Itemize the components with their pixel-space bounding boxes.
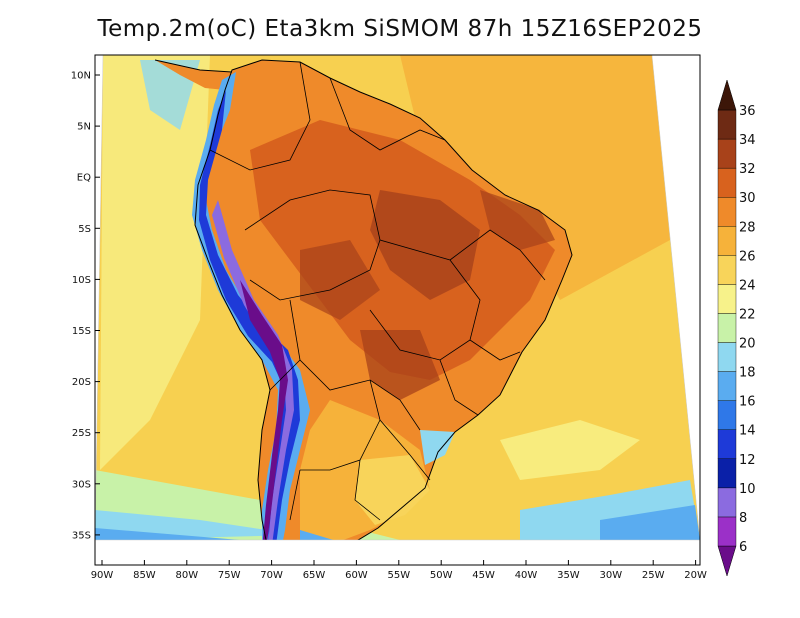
- colorbar-label: 22: [739, 307, 756, 322]
- lon-tick-label: 90W: [91, 570, 114, 581]
- colorbar-segment: [717, 226, 737, 256]
- central-hot-core-1: [370, 190, 480, 300]
- colorbar-segment: [717, 400, 737, 430]
- axes-box: [94, 54, 701, 566]
- lon-tick-label: 55W: [387, 570, 410, 581]
- central-america-coast: [154, 59, 233, 73]
- colorbar-label: 30: [739, 191, 756, 206]
- colorbar-label: 8: [739, 511, 747, 526]
- colorbar-segment: [717, 167, 737, 198]
- serra-cool-patch: [420, 430, 455, 465]
- coastline: [194, 59, 573, 540]
- colorbar-label: 32: [739, 162, 756, 177]
- colorbar-segment: [717, 371, 737, 401]
- southern-band-18: [95, 528, 240, 540]
- lon-tick-label: 85W: [133, 570, 156, 581]
- central-america-land: [155, 60, 232, 90]
- patagonia-cool: [300, 530, 350, 540]
- lon-tick-label: 50W: [430, 570, 453, 581]
- colorbar-segment: [717, 138, 737, 169]
- colorbar-segment: [717, 109, 737, 140]
- lon-tick-label: 20W: [684, 570, 707, 581]
- lon-tick-label: 30W: [599, 570, 622, 581]
- pacific-cool-zone: [100, 55, 210, 470]
- lat-tick-label: 5S: [78, 224, 91, 235]
- lon-tick-label: 70W: [260, 570, 283, 581]
- colorbar-label: 28: [739, 220, 756, 235]
- colorbar-segment: [717, 516, 737, 547]
- lat-tick-label: 25S: [72, 428, 91, 439]
- colorbar-overflow-segment: [717, 79, 737, 111]
- lon-tick-label: 65W: [303, 570, 326, 581]
- colorbar-label: 14: [739, 424, 756, 439]
- lat-tick-label: 20S: [72, 377, 91, 388]
- andes-band-6: [240, 280, 288, 540]
- colorbar-segment: [717, 313, 737, 343]
- andes-band-10: [212, 200, 294, 540]
- latitude-axis: 10N 5N EQ 5S 10S 15S 20S 25S 30S 35S: [71, 71, 100, 541]
- colorbar-segment: [717, 196, 737, 227]
- colorbar-segment: [717, 429, 737, 460]
- lat-tick-label: EQ: [77, 173, 91, 184]
- lon-tick-label: 45W: [472, 570, 495, 581]
- colorbar-segment: [717, 284, 737, 314]
- south-atlantic-24: [500, 420, 640, 480]
- colorbar-label: 34: [739, 133, 756, 148]
- colorbar-label: 18: [739, 366, 756, 381]
- colorbar-label: 10: [739, 482, 756, 497]
- colorbar-underflow-segment: [717, 545, 737, 577]
- colorbar-label: 24: [739, 278, 756, 293]
- lon-tick-label: 80W: [175, 570, 198, 581]
- central-hot-core-3: [360, 330, 440, 400]
- uruguay-land-26: [355, 455, 430, 525]
- central-hot-core-2: [300, 240, 380, 320]
- lat-tick-label: 35S: [72, 530, 91, 541]
- atlantic-warm-zone: [400, 55, 670, 300]
- lat-tick-label: 10S: [72, 275, 91, 286]
- northeast-hot-core: [480, 190, 555, 250]
- lat-tick-label: 10N: [71, 71, 91, 82]
- colorbar-segment: [717, 458, 737, 489]
- country-borders: [209, 61, 546, 521]
- lat-tick-label: 30S: [72, 479, 91, 490]
- colorbar-label: 26: [739, 249, 756, 264]
- lon-tick-label: 40W: [515, 570, 538, 581]
- lat-tick-label: 5N: [77, 122, 91, 133]
- colorbar-label: 36: [739, 104, 756, 119]
- longitude-axis: 90W 85W 80W 75W 70W 65W 60W 55W 50W 45W 40W 35W 30W 2…: [91, 560, 707, 581]
- colorbar-label: 12: [739, 453, 756, 468]
- colorbar-segment: [717, 342, 737, 372]
- lon-tick-label: 25W: [642, 570, 665, 581]
- colorbar-label: 16: [739, 395, 756, 410]
- se-band-18: [600, 505, 700, 540]
- lon-tick-label: 75W: [218, 570, 241, 581]
- lon-tick-label: 35W: [557, 570, 580, 581]
- colorbar-segment: [717, 255, 737, 285]
- map-field: [95, 55, 700, 540]
- map-title: Temp.2m(oC) Eta3km SiSMOM 87h 15Z16SEP20…: [97, 16, 703, 42]
- colorbar-label: 20: [739, 337, 756, 352]
- colorbar: 6 8 10 12 14 16 18 20 22 24 26 28 30 32 34 36: [717, 79, 756, 577]
- colorbar-segment: [717, 487, 737, 518]
- lat-tick-label: 15S: [72, 326, 91, 337]
- colorbar-label: 6: [739, 540, 747, 555]
- lon-tick-label: 60W: [345, 570, 368, 581]
